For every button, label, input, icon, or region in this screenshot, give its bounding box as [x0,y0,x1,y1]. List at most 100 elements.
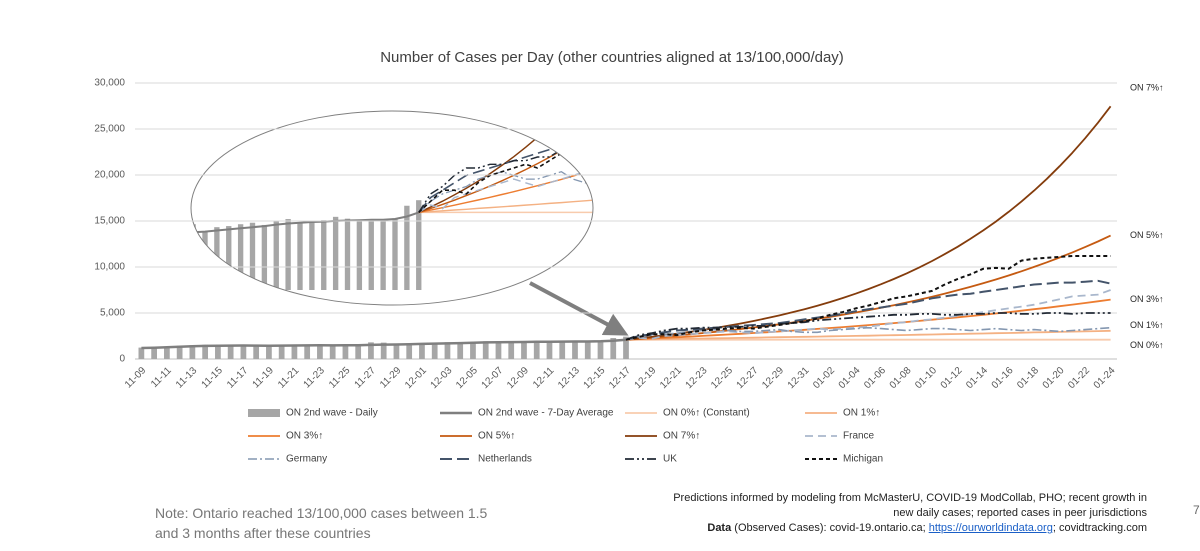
x-tick-label: 11-29 [378,365,404,391]
y-tick-label: 0 [119,354,125,365]
y-tick-label: 25,000 [94,124,125,135]
chart-title: Number of Cases per Day (other countries… [380,49,844,66]
x-tick-label: 11-21 [276,365,302,391]
zoom-arrow [529,281,629,336]
bar [240,345,247,359]
x-tick-label: 01-06 [862,365,888,391]
series-line [191,211,420,247]
legend-label: UK [663,454,677,465]
legend-label: ON 5%↑ [478,431,515,442]
bar [179,223,184,290]
end-label: ON 5%↑ [1130,230,1164,240]
series-line [418,111,593,214]
series-line [625,289,1111,341]
x-tick-label: 11-25 [327,365,353,391]
series-line [418,111,593,214]
x-tick-label: 01-22 [1066,365,1092,391]
x-tick-label: 12-27 [735,365,761,391]
bar [202,231,208,290]
legend-label: Netherlands [478,454,532,465]
x-tick-label: 11-11 [149,365,174,390]
x-tick-label: 01-20 [1041,365,1067,391]
x-tick-label: 12-09 [505,365,531,391]
x-tick-label: 12-23 [684,365,710,391]
x-tick-label: 12-21 [658,365,684,391]
series-line [418,163,593,213]
end-label: ON 3%↑ [1130,294,1164,304]
x-tick-label: 01-02 [811,365,837,391]
credit-line: new daily cases; reported cases in peer … [893,507,1147,519]
legend-label: ON 3%↑ [286,431,323,442]
y-tick-label: 30,000 [94,78,125,89]
bar [189,345,196,359]
x-tick-label: 01-04 [837,365,863,391]
bar [309,221,315,290]
x-tick-label: 12-07 [480,365,506,391]
bar [321,220,327,290]
bar [138,347,145,359]
y-tick-label: 10,000 [94,262,125,273]
data-label: Data [707,522,732,534]
x-tick-label: 11-17 [225,365,251,391]
y-tick-label: 15,000 [94,216,125,227]
bar [393,344,400,359]
bar [84,238,89,290]
bar [304,344,311,359]
bar [291,344,298,359]
bar [191,224,196,290]
bar [419,343,425,359]
series-line [625,326,1111,341]
x-tick-label: 01-10 [913,365,939,391]
bar [297,222,303,290]
x-tick-label: 11-23 [302,365,328,391]
legend-label: France [843,431,875,442]
x-tick-label: 11-09 [123,365,149,391]
y-tick-label: 5,000 [100,308,125,319]
link[interactable]: https://ourworldindata.org [928,522,1053,534]
note-line: Note: Ontario reached 13/100,000 cases b… [155,505,488,521]
bar [482,341,489,359]
bar [444,342,451,359]
x-tick-label: 01-24 [1092,365,1118,391]
credit-line: Data (Observed Cases): covid-19.ontario.… [673,521,1147,536]
credits: Predictions informed by modeling from Mc… [673,491,1147,536]
bar [457,342,464,359]
legend-label: Germany [286,454,327,465]
bar [0,237,5,290]
bar [380,220,386,290]
bar [533,340,540,359]
x-tick-label: 12-03 [429,365,455,391]
x-tick-label: 12-19 [633,365,659,391]
bar [431,342,438,359]
series-line [625,298,1111,341]
bar [266,346,272,359]
bar [261,224,268,290]
bar [48,237,53,290]
bar [521,341,527,359]
x-tick-label: 01-16 [990,365,1016,391]
bar [249,222,256,290]
bar [406,343,413,359]
series-line [418,111,593,213]
bar [368,342,374,359]
bar [623,336,629,359]
x-tick-label: 12-29 [760,365,786,391]
series-line [625,279,1111,341]
series-line [141,338,627,350]
chart: Number of Cases per Day (other countries… [0,49,1164,465]
x-tick-label: 12-01 [403,365,429,391]
bar [278,345,285,359]
series-line [418,175,593,214]
bar [72,238,77,290]
bar [227,345,234,359]
bar [508,341,515,359]
series-line [625,312,1111,341]
series-line [418,111,593,213]
bar [176,345,183,359]
legend-label: ON 0%↑ (Constant) [663,408,750,419]
x-tick-label: 12-25 [709,365,735,391]
bar [151,347,157,359]
note-line: and 3 months after these countries [155,525,371,541]
bar [167,234,172,290]
